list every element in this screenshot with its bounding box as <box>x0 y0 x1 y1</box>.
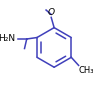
Text: O: O <box>48 8 55 17</box>
Text: CH₃: CH₃ <box>79 66 93 75</box>
Text: H₂N: H₂N <box>0 35 16 44</box>
